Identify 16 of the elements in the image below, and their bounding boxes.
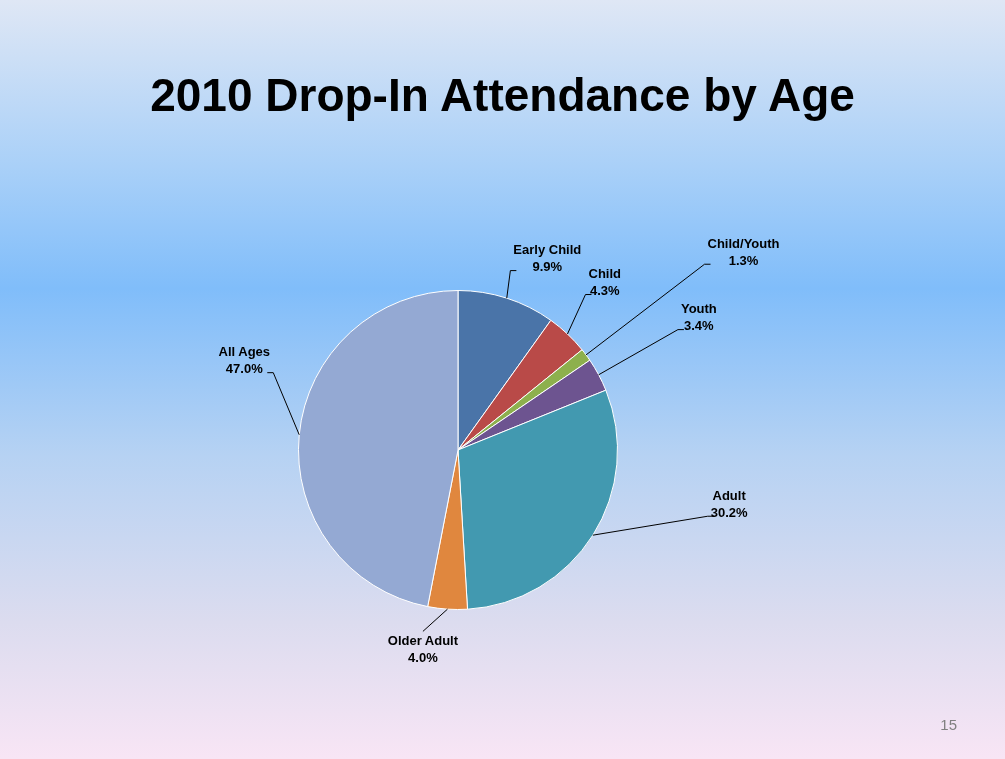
slice-label: Early Child xyxy=(513,242,582,258)
slice-label: Child xyxy=(588,266,622,282)
slice-label: Adult xyxy=(712,487,747,503)
data-label: 4.0% xyxy=(408,649,439,665)
slice-label: Child/Youth xyxy=(707,235,780,251)
data-label: 3.4% xyxy=(684,318,715,334)
data-label: 9.9% xyxy=(532,259,563,275)
data-label: 47.0% xyxy=(225,361,264,377)
slice-label: All Ages xyxy=(218,344,271,360)
data-label: 4.3% xyxy=(589,283,620,299)
chart-title: 2010 Drop-In Attendance by Age xyxy=(149,68,856,122)
data-label: 1.3% xyxy=(728,252,759,268)
text: 15 xyxy=(940,716,957,733)
slice-label: Older Adult xyxy=(387,632,459,648)
slice-label: Youth xyxy=(680,301,717,317)
data-label: 30.2% xyxy=(710,504,749,520)
